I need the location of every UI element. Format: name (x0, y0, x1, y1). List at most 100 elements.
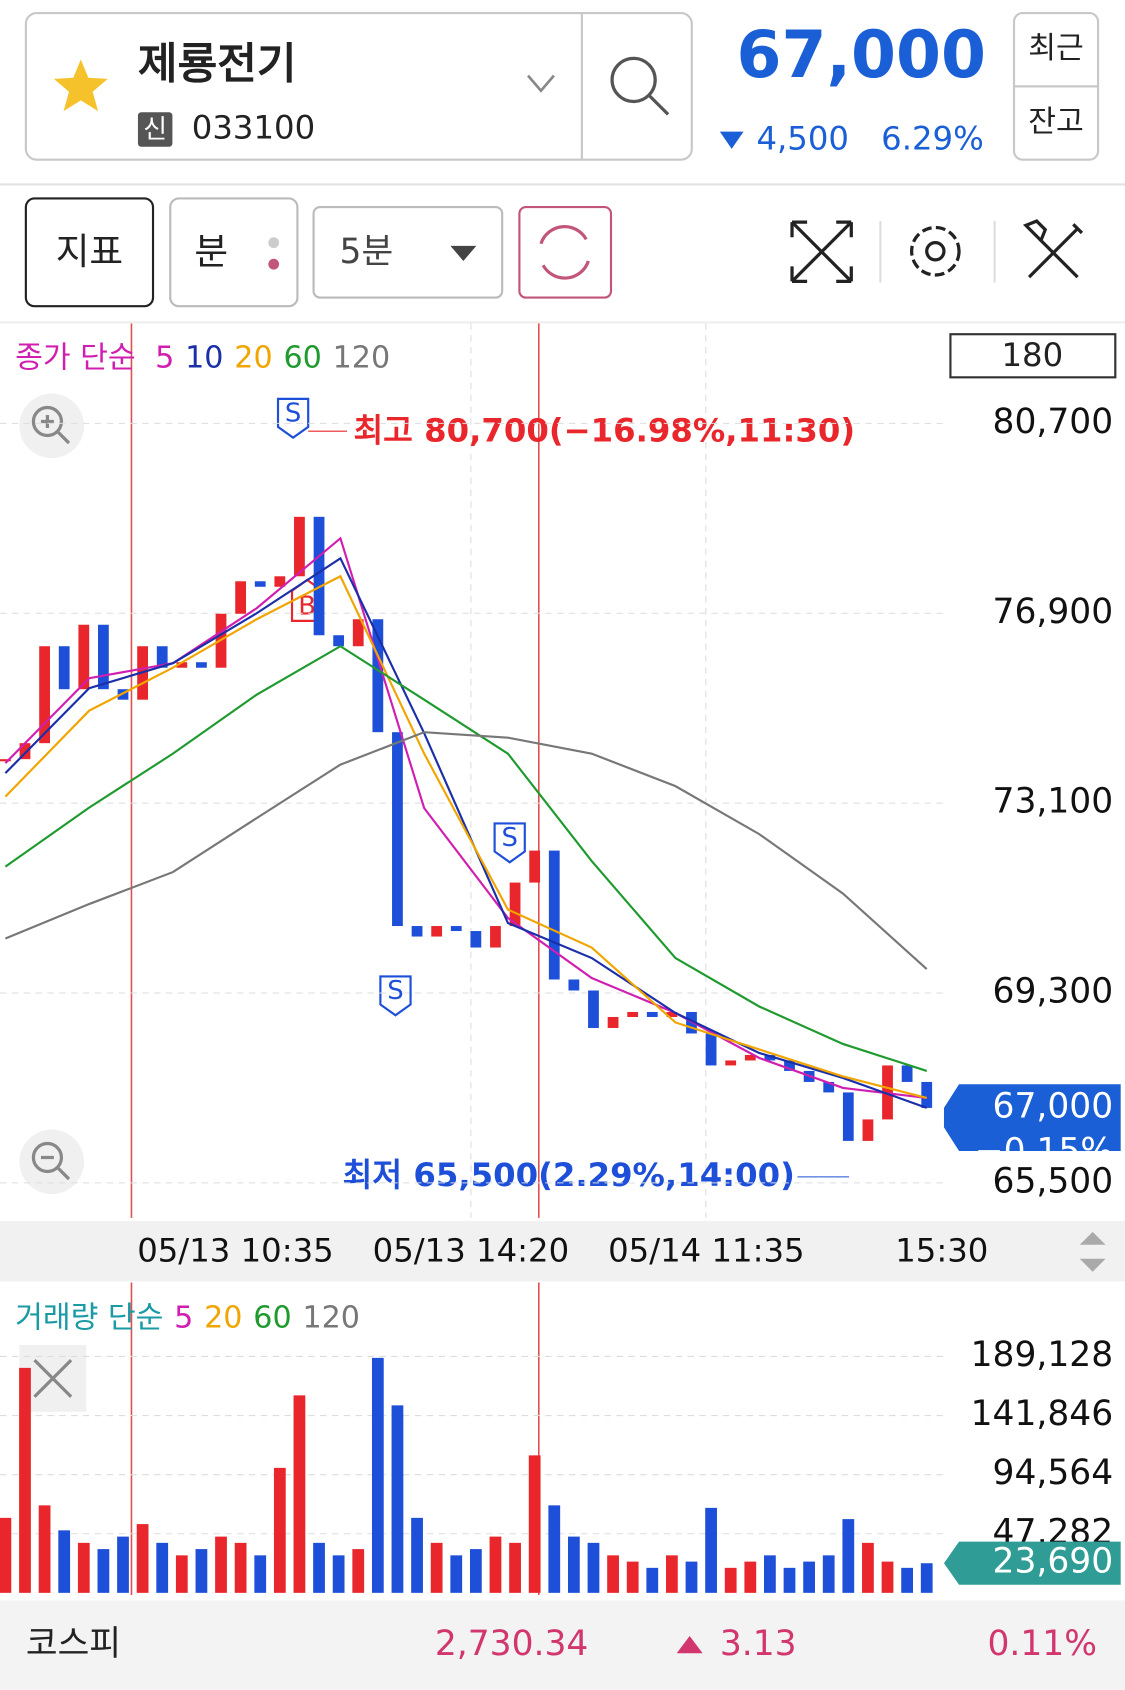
unit-button[interactable] (169, 197, 299, 308)
y-tick-label: 65,500 (993, 1161, 1114, 1201)
x-tick-label: 15:30 (895, 1231, 988, 1269)
stock-selector[interactable] (24, 12, 693, 161)
candle (294, 516, 305, 577)
legend-entry: 60 (253, 1301, 291, 1336)
y-tick-label: 73,100 (993, 782, 1114, 822)
volume-bar (685, 1561, 698, 1593)
signal-marker (493, 822, 526, 864)
signal-label: S (501, 823, 517, 853)
axis-resize-handle[interactable] (1079, 1231, 1106, 1272)
search-icon-handle (647, 93, 670, 116)
index-change: 3.13 (720, 1624, 797, 1664)
badge: 신 (143, 115, 167, 145)
volume-bar (195, 1549, 208, 1593)
volume-bar (19, 1367, 31, 1593)
candle (529, 850, 541, 883)
favorite-star[interactable] (53, 59, 108, 112)
dot (268, 237, 280, 249)
candle (254, 581, 266, 587)
fullscreen-icon[interactable] (790, 220, 853, 284)
candle (39, 646, 50, 744)
zoom-out-icon (40, 1155, 71, 1181)
volume-bar (430, 1542, 443, 1593)
candle (862, 1119, 874, 1141)
x-tick-label: 05/13 14:20 (373, 1231, 570, 1269)
volume-bar (254, 1555, 267, 1593)
candle (313, 516, 325, 636)
volume-bar (901, 1567, 914, 1593)
candle (725, 1060, 737, 1066)
balance-button[interactable]: 잔고 (1028, 105, 1084, 140)
zoom-out-button[interactable] (19, 1129, 85, 1195)
volume-bar (646, 1567, 659, 1593)
period-box[interactable] (949, 333, 1117, 379)
y-tick-label: 76,900 (993, 592, 1114, 632)
recent-button[interactable]: 최근 (1028, 31, 1084, 66)
volume-bar (744, 1561, 757, 1593)
tools-icon[interactable] (1022, 219, 1084, 279)
candle (176, 662, 188, 668)
candle (58, 646, 70, 690)
candle (901, 1065, 913, 1082)
volume-bar (881, 1561, 894, 1593)
candle (588, 990, 599, 1028)
down-arrow (719, 131, 744, 149)
candle (333, 635, 345, 647)
price-change: 4,500 (756, 119, 849, 157)
candle (156, 646, 168, 668)
zoom-in-icon (40, 415, 71, 445)
candle (19, 743, 31, 760)
legend-title: 거래량 단순 (15, 1301, 163, 1336)
unit-label: 분 (194, 230, 228, 273)
volume-bar (666, 1555, 678, 1593)
candle (764, 1054, 776, 1061)
moving-average-line (4, 731, 928, 970)
current-price-tag (943, 1084, 1121, 1152)
candle (411, 926, 423, 937)
moving-average-line (4, 556, 928, 1109)
candle (0, 759, 11, 762)
legend-entry: 60 (283, 341, 321, 376)
volume-bar (450, 1555, 463, 1593)
legend-entry: 5 (174, 1301, 193, 1336)
candle (842, 1092, 854, 1141)
high-annotation: 최고 80,700(−16.98%,11:30) (353, 411, 855, 449)
dot (268, 258, 280, 270)
search-icon[interactable] (610, 56, 657, 104)
zoom-in-button[interactable] (19, 393, 85, 459)
y-tick-label: 94,564 (993, 1453, 1114, 1493)
dropdown-chevron[interactable] (526, 74, 555, 93)
volume-bar (215, 1536, 227, 1593)
volume-bar (489, 1536, 502, 1593)
current-change-label: −0.15% (975, 1132, 1113, 1172)
refresh-icon (539, 225, 590, 280)
signal-label: S (387, 976, 403, 1006)
interval-select[interactable] (312, 205, 504, 299)
volume-bar (117, 1536, 129, 1593)
volume-bar (607, 1555, 619, 1593)
volume-bar (234, 1542, 247, 1593)
volume-bar (273, 1467, 286, 1593)
candle (450, 926, 462, 932)
x-tick-label: 05/13 10:35 (137, 1231, 334, 1269)
volume-bar (156, 1542, 169, 1593)
indicator-button[interactable] (24, 197, 155, 308)
candle (646, 1011, 658, 1017)
volume-bar (469, 1549, 482, 1593)
volume-bar (822, 1555, 835, 1593)
y-tick-label: 69,300 (993, 971, 1114, 1011)
price-chart: 종가 단순 180 S 최고 80,700(−16.98%,11:30) B S… (0, 323, 1121, 1218)
current-volume-tag (943, 1541, 1121, 1585)
legend-entry: 120 (302, 1301, 360, 1336)
signal-label: B (298, 591, 316, 621)
legend-entry: 10 (185, 341, 223, 376)
interval-label: 5분 (340, 232, 394, 272)
settings-icon[interactable] (910, 225, 961, 277)
candle (823, 1081, 835, 1093)
volume-bar (293, 1395, 306, 1593)
refresh-button[interactable] (518, 205, 613, 299)
volume-bar (352, 1549, 365, 1593)
volume-bar (705, 1507, 717, 1593)
